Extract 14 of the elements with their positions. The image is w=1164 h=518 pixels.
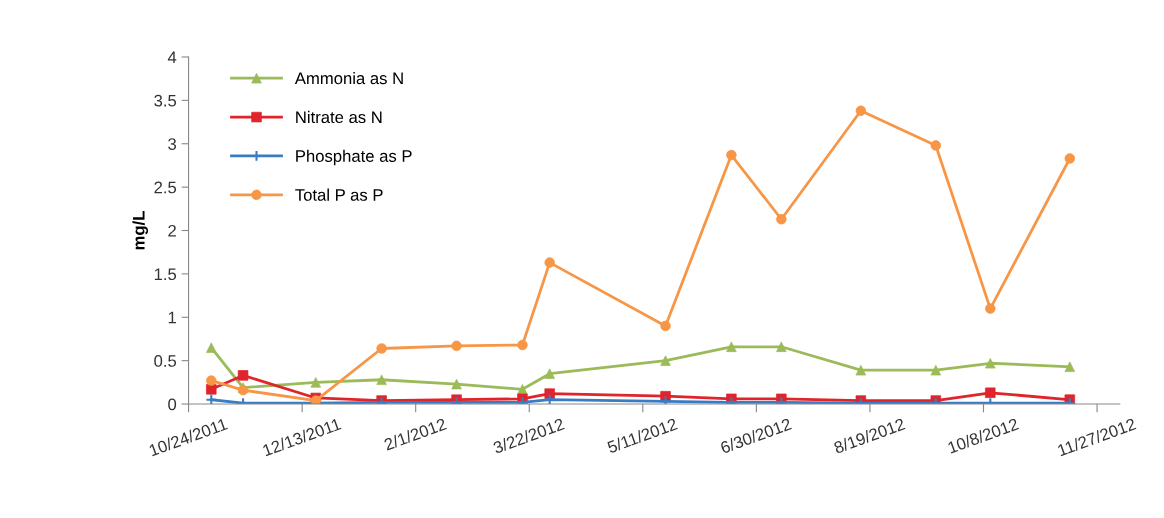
y-tick-label: 1.5 <box>154 268 177 281</box>
y-tick-label: 3 <box>168 138 177 150</box>
legend-label: Nitrate as N <box>296 110 382 124</box>
y-tick-label: 4 <box>167 51 177 64</box>
legend-label: Phosphate as P <box>296 149 412 166</box>
y-tick-label: 1 <box>168 311 176 324</box>
y-tick-label: 0.5 <box>154 355 177 367</box>
y-axis-title: mg/L <box>132 211 149 250</box>
y-tick-label: 0 <box>168 398 177 411</box>
legend-label: Ammonia as N <box>294 71 403 85</box>
y-tick-label: 3.5 <box>154 94 177 107</box>
legend-label: Total P as P <box>295 188 383 201</box>
y-tick-label: 2.5 <box>154 181 177 194</box>
y-tick-label: 2 <box>168 224 176 237</box>
